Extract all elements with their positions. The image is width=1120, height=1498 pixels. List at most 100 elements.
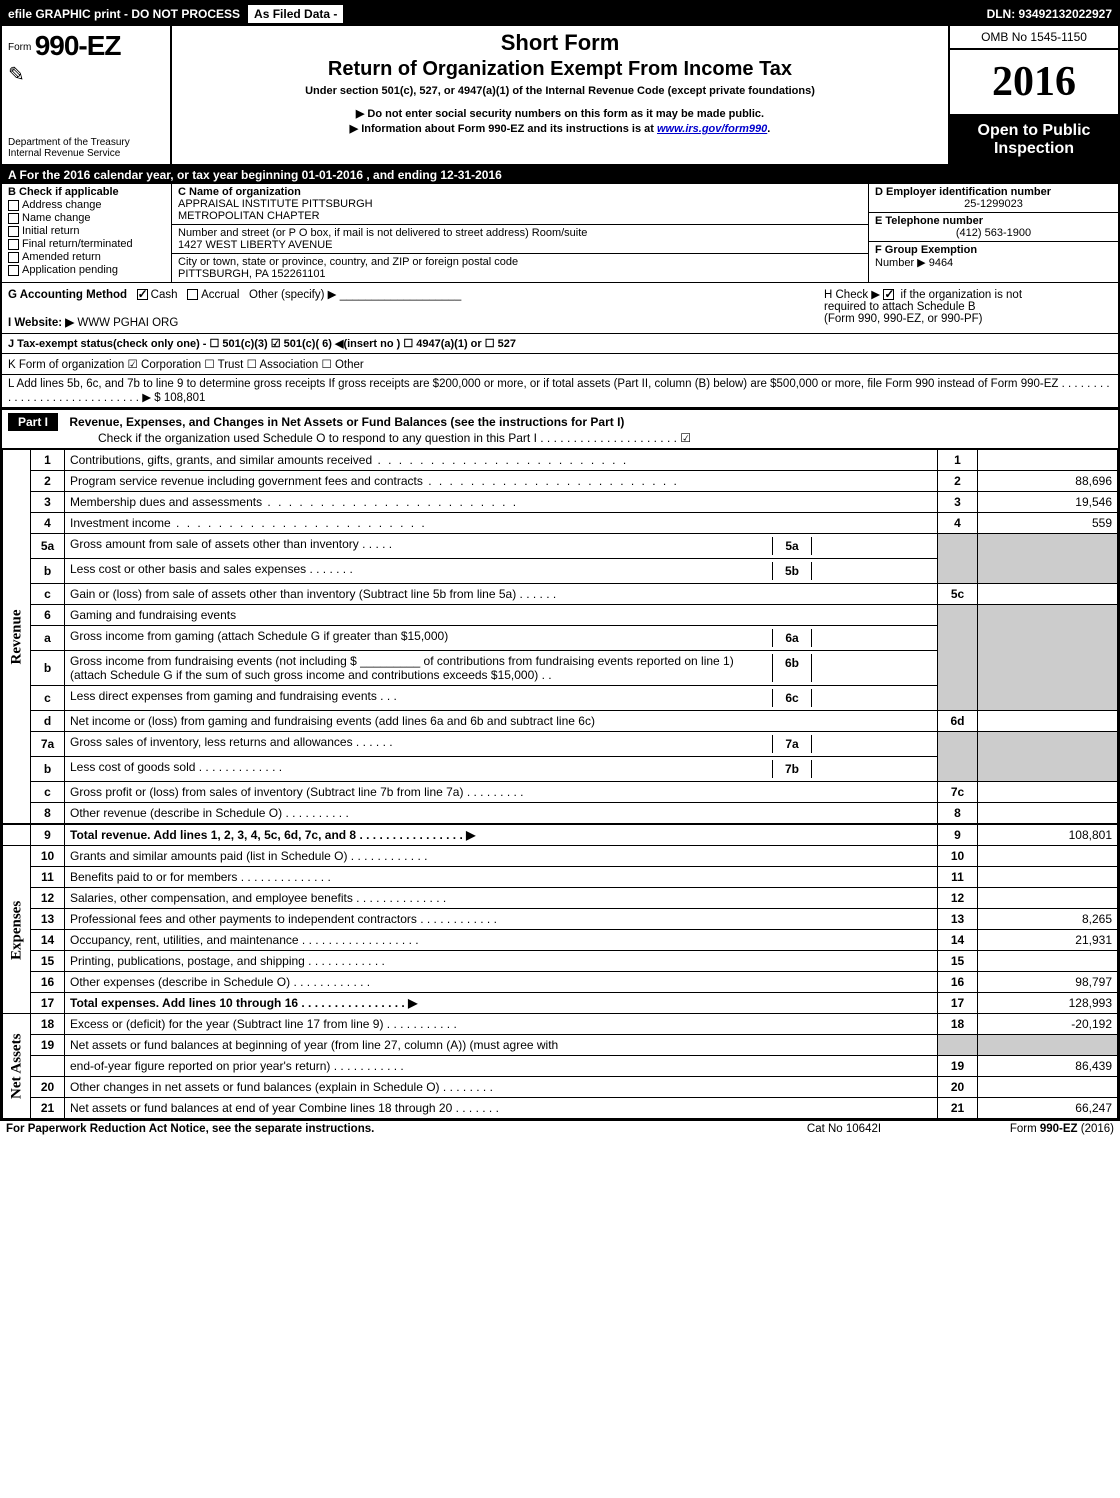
l17-desc: Total expenses. Add lines 10 through 16 …: [70, 996, 417, 1010]
l4-desc: Investment income: [70, 516, 171, 530]
l4-amt: 559: [978, 513, 1118, 534]
phone-label: E Telephone number: [875, 215, 1112, 227]
h-text1: H Check ▶: [824, 289, 883, 301]
l6b-desc: Gross income from fundraising events (no…: [70, 654, 772, 682]
l6c-num: c: [31, 686, 65, 711]
chk-final-return[interactable]: Final return/terminated: [8, 238, 165, 250]
l10-box: 10: [938, 846, 978, 867]
l14-num: 14: [31, 930, 65, 951]
line-6: 6 Gaming and fundraising events: [3, 605, 1118, 626]
top-bar: efile GRAPHIC print - DO NOT PROCESS As …: [2, 2, 1118, 26]
l7b-inner: 7b: [772, 760, 812, 778]
l3-box: 3: [938, 492, 978, 513]
line-20: 20 Other changes in net assets or fund b…: [3, 1077, 1118, 1098]
line-4: 4 Investment income 4 559: [3, 513, 1118, 534]
l1-amt: [978, 450, 1118, 471]
l11-box: 11: [938, 867, 978, 888]
l7a-inner: 7a: [772, 735, 812, 753]
l18-num: 18: [31, 1014, 65, 1035]
line-1: Revenue 1 Contributions, gifts, grants, …: [3, 450, 1118, 471]
l13-num: 13: [31, 909, 65, 930]
l20-amt: [978, 1077, 1118, 1098]
l15-amt: [978, 951, 1118, 972]
header-right: OMB No 1545-1150 2016 Open to Public Ins…: [948, 26, 1118, 164]
l16-desc: Other expenses (describe in Schedule O): [70, 975, 290, 989]
row-h: H Check ▶ if the organization is not req…: [818, 283, 1118, 333]
g-label: G Accounting Method: [8, 289, 127, 301]
row-g: G Accounting Method Cash Accrual Other (…: [2, 283, 818, 333]
line-17: 17 Total expenses. Add lines 10 through …: [3, 993, 1118, 1014]
chk-app-pending[interactable]: Application pending: [8, 264, 165, 276]
expenses-side-label: Expenses: [3, 846, 31, 1014]
line-8: 8 Other revenue (describe in Schedule O)…: [3, 803, 1118, 825]
l6b-num: b: [31, 651, 65, 686]
l7a-desc: Gross sales of inventory, less returns a…: [70, 735, 772, 753]
l12-box: 12: [938, 888, 978, 909]
l5a-desc: Gross amount from sale of assets other t…: [70, 537, 772, 555]
line-10: Expenses 10 Grants and similar amounts p…: [3, 846, 1118, 867]
chk-name-change[interactable]: Name change: [8, 212, 165, 224]
h-text3: required to attach Schedule B: [824, 301, 976, 313]
l5c-num: c: [31, 584, 65, 605]
l7c-box: 7c: [938, 782, 978, 803]
chk-initial-return[interactable]: Initial return: [8, 225, 165, 237]
form-header: Form 990-EZ ✎ Department of the Treasury…: [2, 26, 1118, 166]
chk-accrual[interactable]: [187, 289, 198, 300]
ein-value: 25-1299023: [875, 198, 1112, 210]
l16-amt: 98,797: [978, 972, 1118, 993]
l21-desc: Net assets or fund balances at end of ye…: [70, 1101, 452, 1115]
h-text4: (Form 990, 990-EZ, or 990-PF): [824, 313, 983, 325]
footer-left: For Paperwork Reduction Act Notice, see …: [6, 1123, 754, 1135]
l5b-num: b: [31, 559, 65, 584]
l6d-amt: [978, 711, 1118, 732]
l1-num: 1: [31, 450, 65, 471]
section-a-bar: A For the 2016 calendar year, or tax yea…: [2, 166, 1118, 184]
l7c-desc: Gross profit or (loss) from sales of inv…: [70, 785, 463, 799]
l18-desc: Excess or (deficit) for the year (Subtra…: [70, 1017, 383, 1031]
box-d-e-f: D Employer identification number 25-1299…: [868, 184, 1118, 282]
l15-num: 15: [31, 951, 65, 972]
l3-num: 3: [31, 492, 65, 513]
tax-year: 2016: [950, 50, 1118, 116]
under-section: Under section 501(c), 527, or 4947(a)(1)…: [180, 85, 940, 97]
website-value: WWW PGHAI ORG: [77, 317, 178, 329]
line-5c: c Gain or (loss) from sale of assets oth…: [3, 584, 1118, 605]
l7a-num: 7a: [31, 732, 65, 757]
l8-box: 8: [938, 803, 978, 825]
l7c-amt: [978, 782, 1118, 803]
l17-num: 17: [31, 993, 65, 1014]
l21-box: 21: [938, 1098, 978, 1119]
return-title: Return of Organization Exempt From Incom…: [180, 58, 940, 81]
l5a-inner: 5a: [772, 537, 812, 555]
line-5a: 5a Gross amount from sale of assets othe…: [3, 534, 1118, 559]
box-b: B Check if applicable Address change Nam…: [2, 184, 172, 282]
chk-h[interactable]: [883, 289, 894, 300]
open-to-public: Open to Public Inspection: [950, 116, 1118, 164]
phone-value: (412) 563-1900: [875, 227, 1112, 239]
l4-box: 4: [938, 513, 978, 534]
city-label: City or town, state or province, country…: [178, 256, 862, 268]
chk-cash[interactable]: [137, 289, 148, 300]
chk-amended-return[interactable]: Amended return: [8, 251, 165, 263]
l14-amt: 21,931: [978, 930, 1118, 951]
l1-box: 1: [938, 450, 978, 471]
l11-amt: [978, 867, 1118, 888]
l19b-desc: end-of-year figure reported on prior yea…: [70, 1059, 330, 1073]
k-text: K Form of organization ☑ Corporation ☐ T…: [2, 354, 1118, 374]
line-18: Net Assets 18 Excess or (deficit) for th…: [3, 1014, 1118, 1035]
open-line2: Inspection: [954, 140, 1114, 158]
l13-box: 13: [938, 909, 978, 930]
chk-address-change[interactable]: Address change: [8, 199, 165, 211]
org-name-1: APPRAISAL INSTITUTE PITTSBURGH: [178, 198, 862, 210]
box-b-title: B Check if applicable: [8, 186, 165, 198]
line-16: 16 Other expenses (describe in Schedule …: [3, 972, 1118, 993]
group-exempt-label: F Group Exemption: [875, 244, 977, 256]
page-footer: For Paperwork Reduction Act Notice, see …: [0, 1121, 1120, 1137]
l19b-amt: 86,439: [978, 1056, 1118, 1077]
irs-link[interactable]: www.irs.gov/form990: [657, 123, 767, 135]
l21-num: 21: [31, 1098, 65, 1119]
l6d-num: d: [31, 711, 65, 732]
j-text: J Tax-exempt status(check only one) - ☐ …: [2, 334, 1118, 353]
l15-box: 15: [938, 951, 978, 972]
l4-num: 4: [31, 513, 65, 534]
